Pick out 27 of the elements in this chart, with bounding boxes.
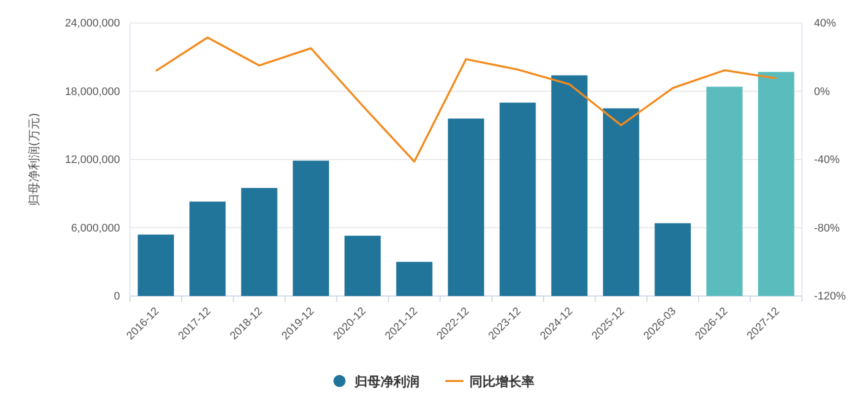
y-tick-label: 18,000,000 bbox=[64, 86, 120, 98]
bar bbox=[241, 188, 278, 296]
y-tick-label: 12,000,000 bbox=[64, 154, 120, 166]
bar bbox=[138, 234, 174, 296]
bar bbox=[500, 102, 536, 296]
bar bbox=[448, 118, 484, 296]
bar bbox=[758, 72, 794, 296]
bar bbox=[551, 75, 588, 296]
legend-label: 归母净利润 bbox=[354, 374, 420, 390]
y-tick-label: 24,000,000 bbox=[64, 18, 120, 30]
y2-tick-label: -40% bbox=[814, 154, 840, 166]
bar bbox=[396, 262, 432, 296]
y-axis-title: 归母净利润(万元) bbox=[27, 112, 41, 206]
y-tick-label: 0 bbox=[114, 290, 120, 303]
bar bbox=[654, 223, 691, 296]
legend-label: 同比增长率 bbox=[470, 374, 534, 390]
y2-tick-label: -120% bbox=[814, 290, 846, 303]
bar bbox=[344, 236, 381, 296]
line-series bbox=[154, 36, 778, 163]
y2-tick-label: 40% bbox=[814, 18, 836, 30]
y2-tick-label: -80% bbox=[814, 222, 840, 234]
y2-tick-label: 0% bbox=[814, 86, 830, 98]
bar bbox=[602, 108, 640, 296]
bar bbox=[189, 202, 226, 296]
bar bbox=[292, 160, 330, 296]
y-tick-label: 6,000,000 bbox=[71, 222, 120, 234]
bar bbox=[706, 86, 743, 296]
